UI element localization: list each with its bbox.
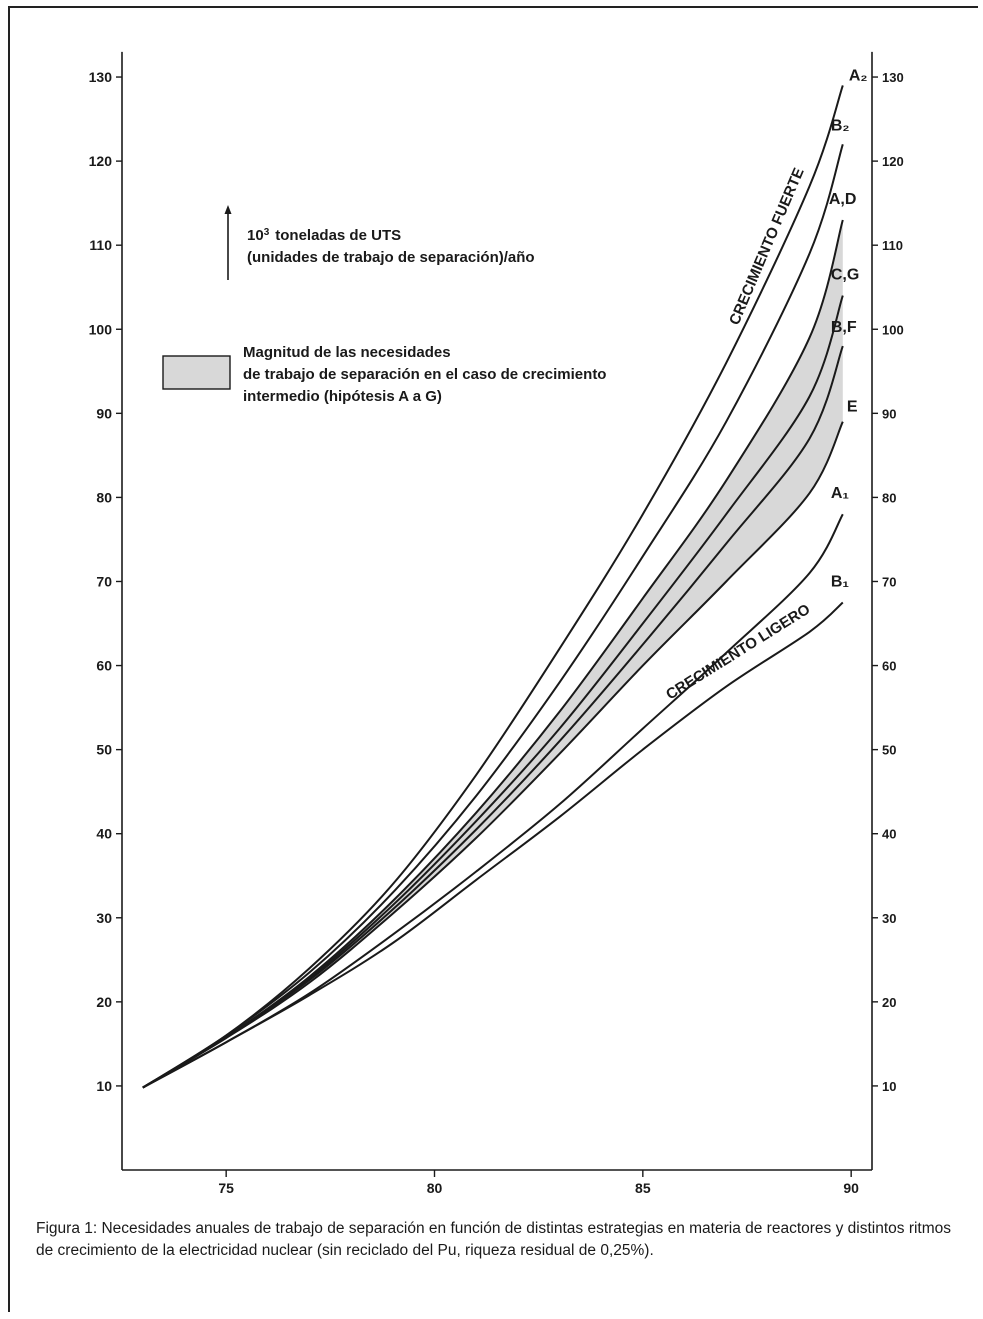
y-tick-label-left: 70 [96,573,112,589]
legend-line1: Magnitud de las necesidades [243,344,451,361]
series-label: C,G [831,267,859,284]
series-label: A,D [829,191,857,208]
series-line-E [142,421,844,1089]
y-tick-label-left: 120 [89,153,113,169]
y-tick-label-right: 130 [882,70,904,85]
y-tick-label-left: 130 [89,69,113,85]
y-tick-label-right: 120 [882,154,904,169]
y-tick-label-right: 70 [882,574,896,589]
y-tick-label-right: 60 [882,659,896,674]
series-line-B,F [142,345,844,1089]
x-tick-label: 80 [427,1180,443,1196]
series-line-B₂ [142,144,844,1089]
y-tick-label-left: 80 [96,489,112,505]
unit-label-line1: 103 toneladas de UTS [247,227,401,245]
figure-frame [8,6,978,1312]
series-label: B,F [831,319,857,336]
y-tick-label-left: 50 [96,742,112,758]
y-tick-label-left: 30 [96,910,112,926]
y-tick-label-right: 50 [882,743,896,758]
unit-label-base: 10 [247,227,264,244]
series-line-A₂ [142,85,844,1089]
series-label: B₁ [831,574,850,591]
series-line-C,G [142,295,844,1089]
unit-label-line2: (unidades de trabajo de separación)/año [247,249,535,266]
y-tick-label-right: 80 [882,490,896,505]
chart: 10 10 20 20 30 30 40 40 50 50 60 60 70 70 80 80 90 90 100 1… [89,51,904,1196]
series-layer [142,85,844,1089]
y-tick-label-right: 20 [882,995,896,1010]
figure-caption: Figura 1: Necesidades anuales de trabajo… [36,1220,952,1259]
y-tick-label-right: 110 [882,238,903,253]
series-label: A₁ [831,485,850,502]
y-tick-label-right: 90 [882,406,896,421]
y-tick-label-left: 100 [89,321,113,337]
labels-layer: A₂ B₂ A,D C,G B,F E A₁ B₁ [829,67,868,590]
y-tick-label-right: 100 [882,322,904,337]
series-line-B₁ [142,601,844,1089]
y-tick-label-left: 60 [96,658,112,674]
legend-line3: intermedio (hipótesis A a G) [243,388,442,405]
x-tick-label: 75 [218,1180,234,1196]
unit-label-rest: toneladas de UTS [275,227,401,244]
series-label: B₂ [831,117,850,134]
axes-layer: 10 10 20 20 30 30 40 40 50 50 60 60 70 70 80 80 90 90 100 1… [89,51,904,1196]
y-tick-label-left: 10 [96,1078,112,1094]
x-tick-label: 90 [843,1180,859,1196]
legend-swatch [162,355,231,390]
y-tick-label-right: 40 [882,827,896,842]
y-tick-label-left: 40 [96,826,112,842]
y-tick-label-right: 30 [882,911,896,926]
y-tick-label-right: 10 [882,1079,896,1094]
series-label: A₂ [849,67,868,84]
y-tick-label-left: 110 [89,237,112,253]
x-tick-label: 85 [635,1180,651,1196]
annotation-crecimiento-fuerte: CRECIMIENTO FUERTE [726,165,808,327]
series-label: E [847,399,858,416]
y-tick-label-left: 20 [96,994,112,1010]
legend-line2: de trabajo de separación en el caso de c… [243,366,606,383]
unit-arrowhead-icon [224,205,232,214]
unit-label-sup: 3 [264,227,270,238]
y-tick-label-left: 90 [96,405,112,421]
